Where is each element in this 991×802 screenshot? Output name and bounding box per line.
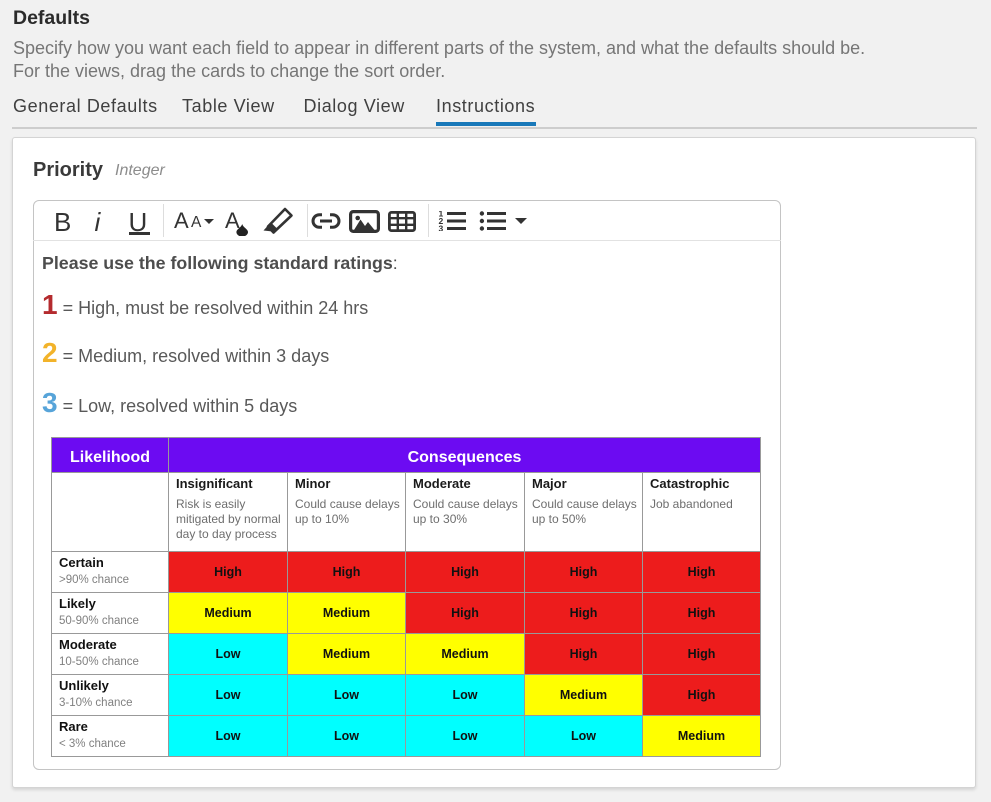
svg-text:3: 3 (439, 224, 444, 232)
svg-text:2: 2 (439, 216, 444, 226)
svg-text:1: 1 (439, 211, 444, 219)
